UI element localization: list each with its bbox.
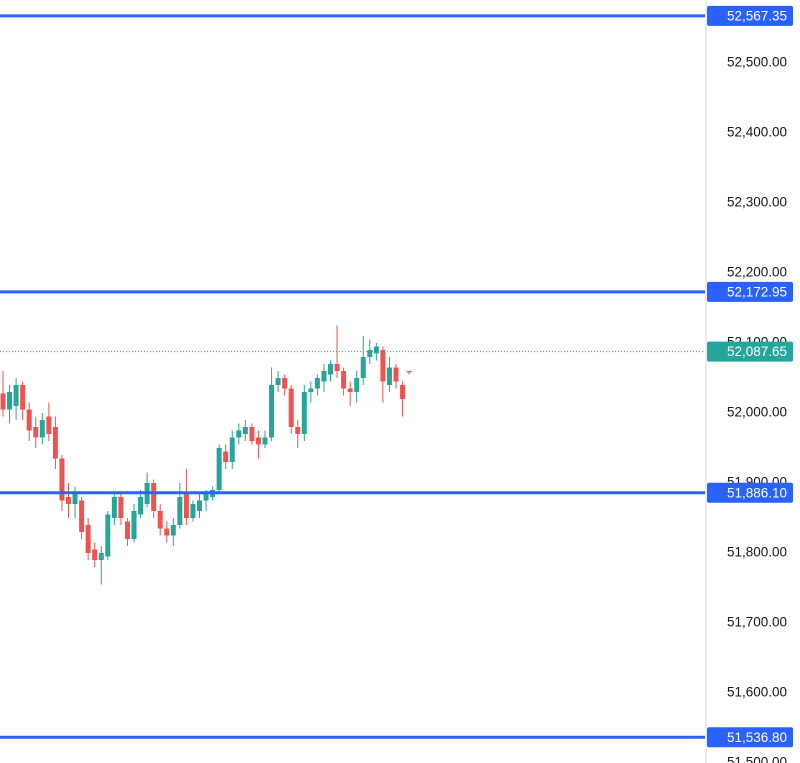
candle-body [354,378,360,392]
candle-body [92,549,98,560]
candle-body [183,493,189,518]
candle-body [52,427,58,459]
price-label-box [707,281,793,302]
candle-body [242,427,248,434]
candle-body [288,388,294,427]
y-tick-label: 52,000.00 [727,405,787,420]
price-label: 52,172.95 [727,284,787,299]
y-tick-label: 51,600.00 [727,685,787,700]
candle-body [0,393,6,410]
y-tick-label: 52,300.00 [727,195,787,210]
candle-body [85,525,91,553]
candle-body [105,514,111,557]
candle-body [262,437,268,445]
candle-body [33,427,39,438]
candle-body [131,511,137,539]
candle-body [347,388,353,392]
price-label-box [707,482,793,503]
price-label: 52,567.35 [727,8,787,23]
candle-body [400,385,406,399]
candle-body [39,420,45,438]
candle-body [282,378,288,389]
candle-body [360,357,366,378]
candle-body [249,427,255,441]
candle-body [111,497,117,518]
candle-body [13,385,19,406]
candle-body [124,521,130,539]
candle-body [314,378,320,389]
candle-body [406,371,412,373]
price-label-box [707,341,793,362]
candle-body [138,497,144,515]
candle-body [197,500,202,511]
candle-body [367,350,373,357]
candle-body [190,504,196,518]
candle-body [373,346,379,354]
price-label: 51,886.10 [727,485,787,500]
candle-body [72,493,78,504]
y-tick-label: 52,400.00 [727,125,787,140]
y-tick-label: 51,800.00 [727,545,787,560]
candle-body [164,528,170,536]
candle-body [269,385,275,438]
candle-body [380,350,386,382]
candle-body [255,437,261,445]
candle-body [393,367,399,382]
candle-body [46,416,52,434]
candle-body [203,493,209,501]
y-tick-label: 51,500.00 [727,755,787,763]
candle-body [118,497,124,518]
y-tick-label: 52,200.00 [727,265,787,280]
y-tick-label: 51,700.00 [727,615,787,630]
candle-body [386,367,392,385]
candle-body [308,388,314,392]
candle-body [295,427,301,434]
candle-body [229,437,235,462]
candle-body [59,458,65,501]
candle-body [334,364,340,371]
candle-body [321,371,327,382]
price-label-box [707,5,793,26]
candle-body [79,500,85,532]
candle-body [157,511,163,529]
candle-body [170,525,176,536]
candle-body [66,497,71,504]
candle-body [20,385,26,410]
price-label-box [707,727,793,748]
candle-body [341,371,347,389]
price-label: 52,087.65 [727,344,787,359]
candle-body [216,448,222,490]
candle-body [7,392,13,410]
candle-body [26,409,32,431]
candle-body [328,364,333,375]
candle-body [177,497,183,525]
candle-body [223,451,229,462]
candle-body [301,392,307,434]
y-tick-label: 52,500.00 [727,55,787,70]
price-label: 51,536.80 [727,730,787,745]
candle-body [98,553,104,560]
candle-body [151,483,157,511]
candle-body [236,430,242,438]
candle-body [275,378,281,385]
